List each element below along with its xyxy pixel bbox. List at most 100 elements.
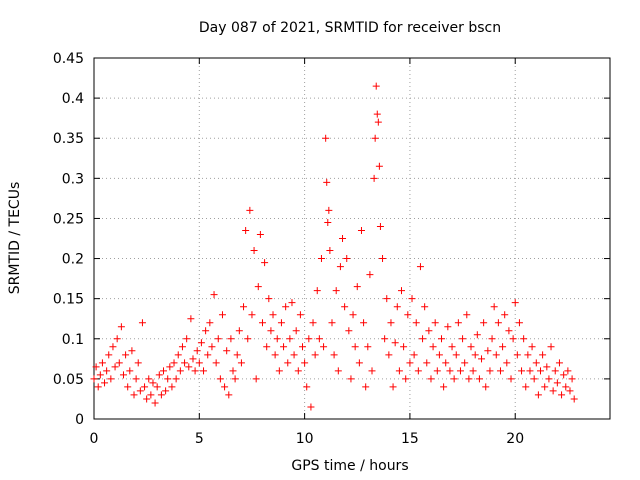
data-point	[149, 379, 157, 387]
data-point	[261, 259, 269, 267]
tick-labels: 0 0.05 0.1 0.15 0.2 0.25 0.3 0.35 0.4 0.45 0 5 10 15 2…	[53, 51, 524, 447]
data-point	[414, 367, 422, 375]
data-point	[92, 363, 100, 371]
data-point	[463, 311, 471, 319]
data-point	[373, 110, 381, 118]
data-point	[482, 383, 490, 391]
data-point	[311, 351, 319, 359]
data-point	[406, 359, 414, 367]
data-point	[115, 359, 123, 367]
data-point	[431, 319, 439, 327]
data-point	[536, 367, 544, 375]
data-point	[277, 319, 285, 327]
data-point	[547, 343, 555, 351]
data-point	[132, 375, 140, 383]
data-point	[467, 343, 475, 351]
data-point	[370, 174, 378, 182]
y-tick-label: 0.45	[53, 51, 84, 67]
data-point	[153, 383, 161, 391]
data-point	[98, 359, 106, 367]
data-point	[400, 343, 408, 351]
data-point	[307, 403, 315, 411]
data-point	[189, 355, 197, 363]
data-point	[545, 375, 553, 383]
data-point	[193, 347, 201, 355]
data-point	[160, 367, 168, 375]
data-point	[206, 319, 214, 327]
data-point	[296, 311, 304, 319]
data-point	[503, 359, 511, 367]
data-point	[214, 335, 222, 343]
data-point	[351, 343, 359, 351]
data-points	[90, 82, 578, 411]
y-tick-label: 0.35	[53, 131, 84, 147]
data-point	[375, 162, 383, 170]
data-point	[334, 367, 342, 375]
data-point	[475, 375, 483, 383]
data-point	[157, 391, 165, 399]
data-point	[134, 359, 142, 367]
data-point	[484, 347, 492, 355]
data-point	[391, 339, 399, 347]
data-point	[271, 351, 279, 359]
data-point	[324, 218, 332, 226]
data-point	[564, 367, 572, 375]
data-point	[200, 367, 208, 375]
data-point	[534, 391, 542, 399]
data-point	[379, 255, 387, 263]
data-point	[438, 335, 446, 343]
data-point	[305, 335, 313, 343]
data-point	[130, 391, 138, 399]
data-point	[471, 351, 479, 359]
data-point	[256, 230, 264, 238]
data-point	[250, 247, 258, 255]
x-tick-label: 10	[296, 431, 314, 447]
data-point	[269, 311, 277, 319]
data-point	[101, 379, 109, 387]
data-point	[343, 255, 351, 263]
data-point	[492, 351, 500, 359]
data-point	[227, 335, 235, 343]
data-point	[172, 375, 180, 383]
data-point	[326, 247, 334, 255]
data-point	[275, 367, 283, 375]
x-tick-label: 5	[195, 431, 204, 447]
data-point	[105, 351, 113, 359]
data-point	[176, 367, 184, 375]
data-point	[469, 367, 477, 375]
data-point	[478, 355, 486, 363]
data-point	[454, 319, 462, 327]
data-point	[191, 367, 199, 375]
data-point	[570, 395, 578, 403]
data-point	[433, 367, 441, 375]
data-point	[242, 226, 250, 234]
data-point	[412, 319, 420, 327]
data-point	[286, 335, 294, 343]
data-point	[444, 323, 452, 331]
data-point	[383, 295, 391, 303]
data-point	[330, 351, 338, 359]
data-point	[288, 299, 296, 307]
y-axis-label: SRMTID / TECUs	[7, 182, 23, 295]
data-point	[178, 343, 186, 351]
data-point	[568, 375, 576, 383]
data-point	[374, 118, 382, 126]
data-point	[562, 383, 570, 391]
data-point	[355, 359, 363, 367]
data-point	[494, 319, 502, 327]
data-point	[461, 359, 469, 367]
data-point	[339, 235, 347, 242]
data-point	[526, 367, 534, 375]
data-point	[136, 387, 144, 395]
data-point	[292, 327, 300, 335]
data-point	[381, 335, 389, 343]
data-point	[473, 331, 481, 339]
data-point	[162, 387, 170, 395]
data-point	[237, 359, 245, 367]
data-point	[345, 327, 353, 335]
x-tick-label: 15	[401, 431, 419, 447]
data-point	[143, 395, 151, 403]
data-point	[499, 343, 507, 351]
data-point	[402, 375, 410, 383]
data-point	[357, 226, 365, 234]
